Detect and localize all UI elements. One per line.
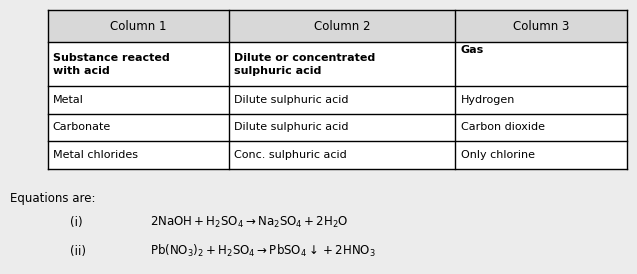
Text: Gas: Gas — [461, 45, 483, 55]
Text: Metal: Metal — [53, 95, 83, 105]
Text: (i): (i) — [70, 216, 83, 229]
Text: Substance reacted
with acid: Substance reacted with acid — [53, 53, 169, 76]
Text: Hydrogen: Hydrogen — [461, 95, 515, 105]
Text: $\mathregular{2NaOH + H_2SO_4 \rightarrow Na_2SO_4 + 2H_2O}$: $\mathregular{2NaOH + H_2SO_4 \rightarro… — [150, 215, 348, 230]
Text: Metal chlorides: Metal chlorides — [53, 150, 138, 160]
Text: (ii): (ii) — [70, 245, 86, 258]
Text: Dilute sulphuric acid: Dilute sulphuric acid — [234, 122, 349, 132]
Text: Equations are:: Equations are: — [10, 192, 95, 205]
Text: Column 3: Column 3 — [513, 19, 569, 33]
Bar — [48, 10, 627, 42]
Text: Column 2: Column 2 — [314, 19, 371, 33]
Text: Column 1: Column 1 — [110, 19, 167, 33]
Text: Dilute sulphuric acid: Dilute sulphuric acid — [234, 95, 349, 105]
Text: Only chlorine: Only chlorine — [461, 150, 534, 160]
Text: Carbon dioxide: Carbon dioxide — [461, 122, 545, 132]
Text: Conc. sulphuric acid: Conc. sulphuric acid — [234, 150, 347, 160]
Bar — [48, 10, 627, 169]
Text: $\mathregular{Pb(NO_3)_2 + H_2SO_4 \rightarrow PbSO_4 \downarrow + 2HNO_3}$: $\mathregular{Pb(NO_3)_2 + H_2SO_4 \righ… — [150, 243, 375, 259]
Text: Carbonate: Carbonate — [53, 122, 111, 132]
Text: Dilute or concentrated
sulphuric acid: Dilute or concentrated sulphuric acid — [234, 53, 376, 76]
